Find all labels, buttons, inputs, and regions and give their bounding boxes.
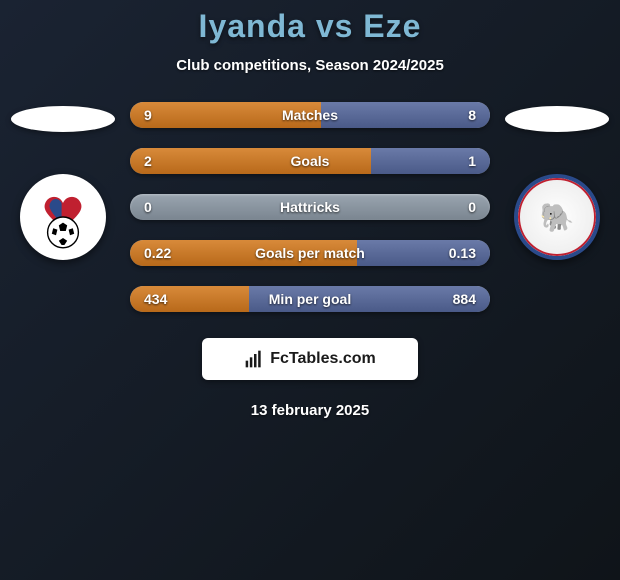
right-flag: [505, 106, 609, 132]
stat-row: 434 Min per goal 884: [130, 286, 490, 312]
elephant-icon: 🐘: [540, 201, 575, 234]
stat-value-right: 8: [468, 107, 476, 123]
right-crest: 🐘: [514, 174, 600, 260]
left-side: [8, 102, 118, 260]
stats-list: 9 Matches 8 2 Goals 1 0 Hattricks 0: [130, 102, 490, 312]
stat-row: 2 Goals 1: [130, 148, 490, 174]
stat-value-right: 1: [468, 153, 476, 169]
stat-label: Goals: [130, 153, 490, 169]
stat-value-right: 0.13: [449, 245, 476, 261]
stat-label: Matches: [130, 107, 490, 123]
fctables-logo[interactable]: FcTables.com: [202, 338, 418, 380]
stat-row: 9 Matches 8: [130, 102, 490, 128]
stat-value-right: 884: [453, 291, 476, 307]
left-flag: [11, 106, 115, 132]
page-title: Iyanda vs Eze: [0, 8, 620, 45]
comparison-content: 9 Matches 8 2 Goals 1 0 Hattricks 0: [0, 102, 620, 312]
heart-ball-icon: [28, 182, 98, 252]
stat-label: Hattricks: [130, 199, 490, 215]
stat-label: Min per goal: [130, 291, 490, 307]
date-text: 13 february 2025: [0, 402, 620, 419]
stat-row: 0 Hattricks 0: [130, 194, 490, 220]
logo-text: FcTables.com: [270, 350, 376, 368]
subtitle: Club competitions, Season 2024/2025: [0, 57, 620, 74]
bars-icon: [244, 349, 264, 369]
right-side: 🐘: [502, 102, 612, 260]
stat-value-right: 0: [468, 199, 476, 215]
stat-label: Goals per match: [130, 245, 490, 261]
left-crest: [20, 174, 106, 260]
stat-row: 0.22 Goals per match 0.13: [130, 240, 490, 266]
